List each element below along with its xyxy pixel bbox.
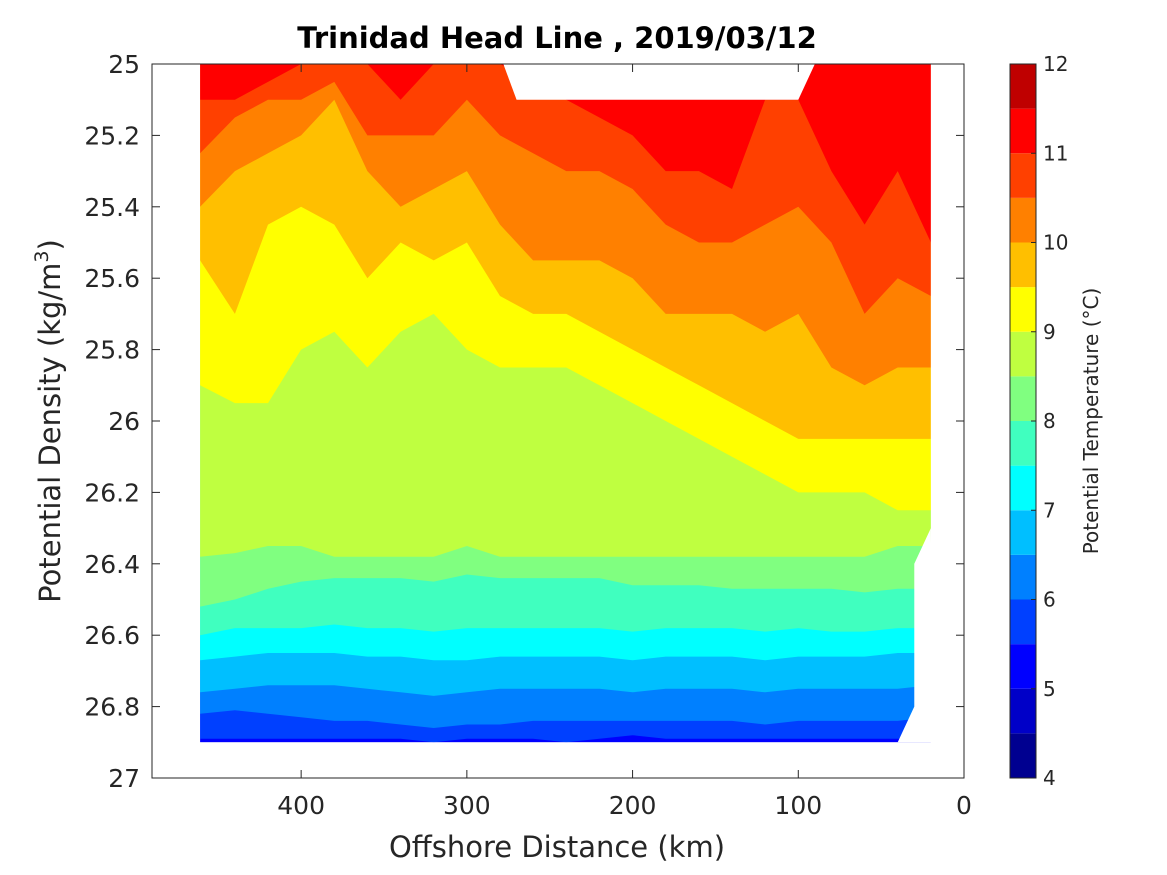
- y-tick-label: 26.4: [84, 550, 140, 579]
- colorbar-segment: [1010, 465, 1036, 511]
- y-tick-label: 26: [108, 407, 140, 436]
- y-tick-label: 25.2: [84, 121, 140, 150]
- colorbar-segment: [1010, 242, 1036, 288]
- data-gap-masks: [152, 64, 964, 778]
- y-axis-label-close: ): [33, 239, 67, 250]
- right-data-gap: [897, 528, 933, 743]
- colorbar-tick-label: 11: [1043, 141, 1068, 165]
- y-tick-label: 26.8: [84, 693, 140, 722]
- colorbar-tick-label: 10: [1043, 231, 1068, 255]
- chart-title: Trinidad Head Line , 2019/03/12: [297, 21, 817, 55]
- colorbar-segment: [1010, 554, 1036, 600]
- y-tick-label: 27: [108, 764, 140, 793]
- colorbar-tick-label: 12: [1043, 52, 1068, 76]
- colorbar-tick-label: 7: [1043, 498, 1056, 522]
- x-tick-label: 300: [443, 791, 491, 820]
- x-tick-label: 100: [774, 791, 822, 820]
- bottom-blank-area: [152, 742, 964, 778]
- x-tick-label: 200: [609, 791, 657, 820]
- colorbar-tick-label: 8: [1043, 409, 1056, 433]
- colorbar-tick-label: 5: [1043, 677, 1056, 701]
- y-tick-label: 25.6: [84, 264, 140, 293]
- contour-bands: [200, 64, 931, 743]
- colorbar-segment: [1010, 287, 1036, 332]
- x-tick-label: 0: [956, 791, 972, 820]
- colorbar-segment: [1010, 64, 1036, 109]
- colorbar-tick-label: 9: [1043, 320, 1056, 344]
- colorbar-segment: [1010, 421, 1036, 466]
- colorbar-segment: [1010, 644, 1036, 689]
- colorbar-segment: [1010, 197, 1036, 243]
- x-axis-label: Offshore Distance (km): [389, 830, 725, 864]
- colorbar-segment: [1010, 733, 1036, 778]
- left-blank-area: [152, 64, 201, 778]
- x-axis-ticks: 400 300 200 100 0: [277, 64, 972, 820]
- y-tick-label: 25: [108, 50, 140, 79]
- colorbar-tick-label: 6: [1043, 588, 1056, 612]
- y-axis-ticks: 25 25.2 25.4 25.6 25.8 26 26.2 26.4 26.6 26.8 27: [84, 50, 964, 793]
- colorbar-segment: [1010, 108, 1036, 154]
- colorbar-segment: [1010, 331, 1036, 377]
- colorbar-segment: [1010, 599, 1036, 645]
- y-axis-label-superscript: 3: [31, 250, 53, 262]
- contour-band-11: [200, 64, 931, 243]
- y-tick-label: 26.2: [84, 478, 140, 507]
- y-tick-label: 26.6: [84, 621, 140, 650]
- y-axis-label-main: Potential Density (kg/m: [33, 263, 67, 603]
- top-data-gap: [503, 64, 815, 100]
- x-tick-label: 400: [277, 791, 325, 820]
- y-tick-label: 25.8: [84, 336, 140, 365]
- colorbar-segment: [1010, 153, 1036, 198]
- y-axis-label: Potential Density (kg/m3): [31, 239, 67, 603]
- y-tick-label: 25.4: [84, 193, 140, 222]
- colorbar-tick-label: 4: [1043, 766, 1056, 790]
- colorbar-segment: [1010, 376, 1036, 421]
- colorbar-segment: [1010, 688, 1036, 734]
- colorbar: 4 5 6 7 8 9 10 11 12: [1009, 52, 1068, 790]
- colorbar-label: Potential Temperature (°C): [1079, 288, 1103, 555]
- colorbar-segment: [1010, 510, 1036, 555]
